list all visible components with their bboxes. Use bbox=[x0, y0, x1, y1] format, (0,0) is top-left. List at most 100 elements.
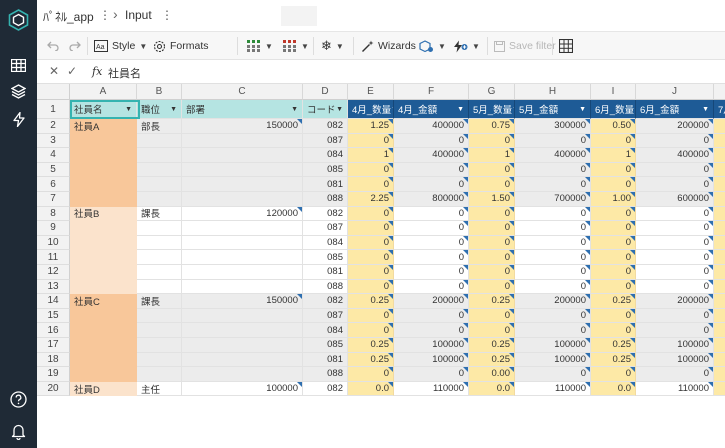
page-menu-icon[interactable]: ⋮ bbox=[161, 8, 173, 22]
notifications-bell-icon[interactable] bbox=[9, 422, 28, 441]
data-cell[interactable]: 0 bbox=[515, 133, 591, 149]
data-cell[interactable]: 0.25 bbox=[469, 352, 515, 368]
data-cell[interactable]: 0 bbox=[591, 279, 636, 295]
confirm-edit-icon[interactable]: ✓ bbox=[67, 64, 78, 78]
row-header[interactable]: 10 bbox=[37, 235, 70, 251]
row-header[interactable]: 6 bbox=[37, 177, 70, 192]
row-header[interactable]: 4 bbox=[37, 148, 70, 163]
data-cell[interactable]: 0 bbox=[515, 250, 591, 265]
data-cell[interactable]: 0 bbox=[348, 308, 394, 324]
data-cell[interactable]: 0 bbox=[348, 279, 394, 295]
data-cell[interactable]: 課長 bbox=[137, 294, 182, 309]
data-cell[interactable]: 0.25 bbox=[348, 352, 394, 368]
data-cell[interactable] bbox=[137, 235, 182, 251]
data-cell[interactable]: 200000 bbox=[636, 119, 714, 134]
row-header[interactable]: 12 bbox=[37, 265, 70, 280]
column-header[interactable]: K bbox=[714, 84, 725, 100]
formats-button[interactable]: Formats bbox=[153, 32, 209, 60]
data-cell[interactable] bbox=[137, 308, 182, 324]
column-title[interactable]: 4月_数量▼ bbox=[348, 100, 394, 119]
data-cell[interactable]: 088 bbox=[303, 192, 348, 207]
row-header[interactable]: 2 bbox=[37, 119, 70, 134]
data-cell[interactable] bbox=[70, 308, 137, 324]
lightning-icon[interactable] bbox=[9, 110, 28, 129]
data-cell[interactable]: 0 bbox=[636, 265, 714, 280]
undo-button[interactable] bbox=[47, 32, 59, 60]
data-cell[interactable]: 0 bbox=[515, 308, 591, 324]
data-cell[interactable]: 0 bbox=[515, 265, 591, 280]
data-cell[interactable]: 400000 bbox=[515, 148, 591, 163]
data-cell[interactable]: 0.75 bbox=[469, 119, 515, 134]
row-header[interactable]: 19 bbox=[37, 367, 70, 382]
data-cell[interactable] bbox=[137, 279, 182, 295]
data-cell[interactable] bbox=[137, 323, 182, 338]
data-cell[interactable] bbox=[137, 133, 182, 149]
data-cell[interactable]: 0 bbox=[348, 235, 394, 251]
data-cell[interactable]: 081 bbox=[303, 265, 348, 280]
data-cell[interactable] bbox=[70, 323, 137, 338]
data-cell[interactable]: 0 bbox=[515, 367, 591, 382]
data-cell[interactable]: 150000 bbox=[182, 119, 303, 134]
column-header[interactable]: D bbox=[303, 84, 348, 100]
data-cell[interactable]: 1 bbox=[591, 148, 636, 163]
data-cell[interactable] bbox=[137, 250, 182, 265]
data-cell[interactable] bbox=[70, 367, 137, 382]
data-cell[interactable]: 700000 bbox=[515, 192, 591, 207]
data-cell[interactable] bbox=[137, 338, 182, 353]
data-cell[interactable]: 100000 bbox=[636, 338, 714, 353]
data-cell[interactable]: 600000 bbox=[636, 192, 714, 207]
filter-dropdown-icon[interactable]: ▼ bbox=[391, 106, 393, 113]
data-cell[interactable]: 部長 bbox=[137, 119, 182, 134]
data-cell[interactable]: 0 bbox=[394, 367, 469, 382]
spreadsheet-grid[interactable]: ABCDEFGHIJK1社員名▼職位▼部署▼コード▼4月_数量▼4月_金額▼5月… bbox=[37, 84, 725, 448]
data-cell[interactable]: 0 bbox=[714, 308, 725, 324]
row-header[interactable]: 7 bbox=[37, 192, 70, 207]
data-cell[interactable]: 0 bbox=[515, 323, 591, 338]
data-cell[interactable] bbox=[182, 162, 303, 178]
filter-dropdown-icon[interactable]: ▼ bbox=[170, 105, 177, 113]
data-cell[interactable]: 082 bbox=[303, 206, 348, 222]
column-title[interactable]: 5月_金額 ▼ bbox=[515, 100, 591, 119]
data-cell[interactable]: 0 bbox=[636, 133, 714, 149]
data-cell[interactable]: 0 bbox=[469, 221, 515, 236]
data-cell[interactable]: 0 bbox=[394, 323, 469, 338]
data-cell[interactable]: 300000 bbox=[515, 119, 591, 134]
data-cell[interactable] bbox=[182, 323, 303, 338]
data-cell[interactable]: 0 bbox=[469, 177, 515, 192]
data-cell[interactable]: 1.50 bbox=[469, 192, 515, 207]
data-cell[interactable] bbox=[137, 192, 182, 207]
column-header[interactable]: F bbox=[394, 84, 469, 100]
data-cell[interactable]: 社員A bbox=[70, 119, 137, 134]
data-cell[interactable]: 0 bbox=[636, 323, 714, 338]
data-cell[interactable] bbox=[137, 265, 182, 280]
row-header[interactable]: 8 bbox=[37, 206, 70, 222]
row-header[interactable]: 1 bbox=[37, 100, 70, 119]
data-cell[interactable]: 0 bbox=[469, 250, 515, 265]
data-cell[interactable]: 0 bbox=[714, 177, 725, 192]
data-cell[interactable] bbox=[70, 338, 137, 353]
row-header[interactable]: 15 bbox=[37, 308, 70, 324]
data-cell[interactable]: 0 bbox=[714, 206, 725, 222]
data-cell[interactable]: 0 bbox=[394, 162, 469, 178]
delete-rows-button[interactable]: ▼ bbox=[283, 32, 309, 60]
data-cell[interactable]: 0 bbox=[714, 323, 725, 338]
data-cell[interactable]: 0 bbox=[591, 162, 636, 178]
row-header[interactable]: 14 bbox=[37, 294, 70, 309]
data-cell[interactable]: 課長 bbox=[137, 206, 182, 222]
grid-view-button[interactable] bbox=[559, 32, 573, 60]
data-cell[interactable] bbox=[182, 308, 303, 324]
data-cell[interactable]: 0.50 bbox=[714, 119, 725, 134]
filter-dropdown-icon[interactable]: ▼ bbox=[702, 105, 709, 113]
data-cell[interactable]: 0.00 bbox=[469, 367, 515, 382]
data-cell[interactable]: 088 bbox=[303, 367, 348, 382]
data-cell[interactable]: 0.40 bbox=[714, 192, 725, 207]
data-cell[interactable]: 200000 bbox=[636, 294, 714, 309]
data-cell[interactable]: 0.0 bbox=[469, 381, 515, 397]
filter-dropdown-icon[interactable]: ▼ bbox=[579, 105, 586, 113]
column-title[interactable]: 4月_金額 ▼ bbox=[394, 100, 469, 119]
data-cell[interactable] bbox=[182, 279, 303, 295]
data-cell[interactable]: 400000 bbox=[394, 148, 469, 163]
data-cell[interactable]: 0 bbox=[591, 133, 636, 149]
data-cell[interactable]: 0.25 bbox=[714, 294, 725, 309]
table-grid-icon[interactable] bbox=[9, 56, 28, 75]
